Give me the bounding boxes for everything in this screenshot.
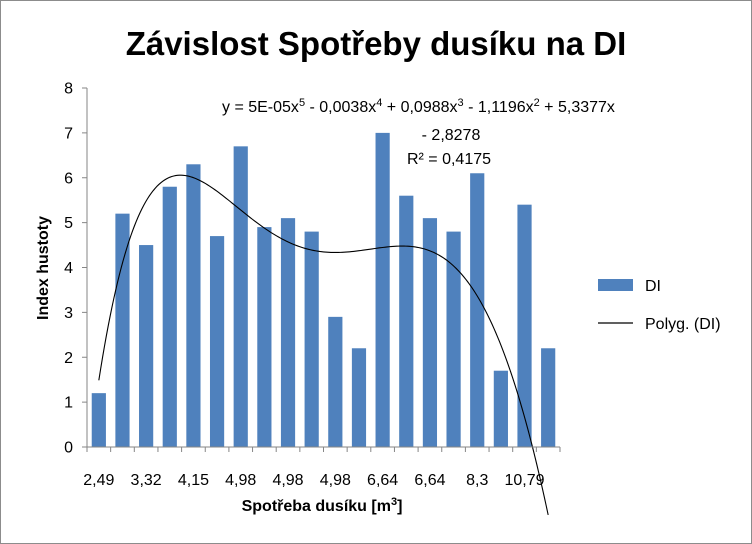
bar: [517, 204, 532, 447]
bar: [304, 231, 319, 447]
y-tick-label: 4: [64, 260, 73, 277]
bar: [139, 245, 154, 447]
x-tick-label: 4,98: [225, 472, 256, 489]
bar: [186, 164, 201, 448]
bar: [233, 146, 248, 447]
legend-label-di: DI: [645, 278, 661, 295]
x-axis-ticks: 2,49 3,32 4,15 4,98 4,98 4,98 6,64 6,64 8,3 10,79: [83, 447, 561, 489]
bars: [91, 132, 556, 448]
legend: DI Polyg. (DI): [598, 278, 721, 333]
x-axis-title: Spotřeba dusíku [m3]: [242, 496, 403, 515]
bar: [115, 213, 130, 447]
bar: [162, 186, 177, 448]
bar: [209, 236, 225, 447]
bar: [493, 370, 508, 447]
y-axis-title: Index hustoty: [35, 216, 52, 320]
y-tick-label: 0: [64, 440, 73, 457]
trendline: [98, 174, 549, 516]
x-tick-label: 6,64: [367, 472, 398, 489]
bar: [328, 316, 343, 447]
x-tick-label: 4,15: [178, 472, 209, 489]
x-tick-label: 2,49: [83, 472, 114, 489]
x-tick-label: 3,32: [131, 472, 162, 489]
y-tick-label: 8: [64, 81, 73, 98]
y-axis-ticks: 0 1 2 3 4 5 6 7 8: [64, 81, 87, 457]
trendline-equation: y = 5E-05x5 - 0,0038x4 + 0,0988x3 - 1,11…: [222, 97, 615, 116]
chart-title: Závislost Spotřeby dusíku na DI: [126, 25, 627, 62]
bar: [257, 227, 272, 447]
bar: [399, 195, 414, 447]
bar: [422, 218, 438, 447]
x-tick-label: 10,79: [504, 472, 544, 489]
y-tick-label: 5: [64, 215, 73, 232]
bar: [351, 348, 367, 447]
bar: [375, 132, 390, 448]
y-tick-label: 3: [64, 305, 73, 322]
y-tick-label: 7: [64, 125, 73, 142]
y-tick-label: 6: [64, 170, 73, 187]
trendline-equation-constant: - 2,8278: [422, 127, 481, 144]
bar: [280, 218, 296, 447]
y-tick-label: 2: [64, 350, 73, 367]
axes: [86, 88, 560, 448]
x-tick-label: 6,64: [414, 472, 445, 489]
x-tick-label: 8,3: [466, 472, 488, 489]
y-tick-label: 1: [64, 395, 73, 412]
legend-label-trendline: Polyg. (DI): [645, 316, 721, 333]
bar: [541, 348, 556, 447]
x-tick-label: 4,98: [272, 472, 303, 489]
bar: [91, 393, 106, 447]
x-tick-label: 4,98: [320, 472, 351, 489]
bar: [446, 231, 461, 447]
trendline-r-squared: R² = 0,4175: [407, 151, 491, 168]
bar: [470, 173, 485, 447]
legend-swatch-di: [598, 279, 633, 291]
